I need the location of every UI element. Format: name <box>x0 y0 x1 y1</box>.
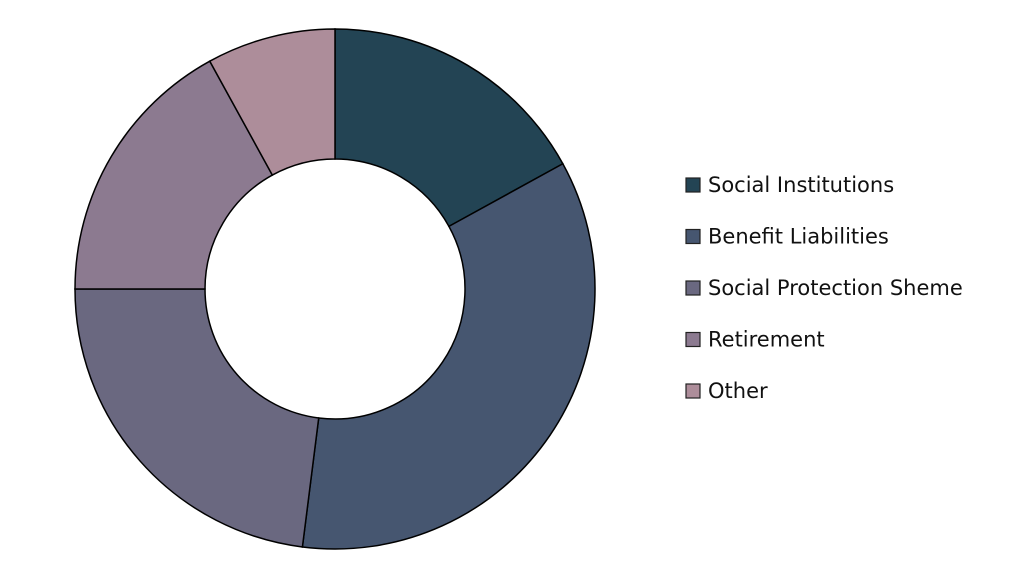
legend-label: Other <box>708 379 768 403</box>
donut-segment <box>301 162 596 550</box>
legend-swatch <box>685 228 701 245</box>
donut-segment <box>74 60 274 290</box>
legend-label: Retirement <box>708 328 825 352</box>
donut-segment <box>208 28 336 177</box>
legend-swatch <box>685 331 701 348</box>
donut-segment <box>334 28 564 228</box>
legend-swatch <box>685 280 701 296</box>
legend-label: Benefit Liabilities <box>708 225 889 249</box>
legend-swatch <box>685 383 701 399</box>
legend-label: Social Institutions <box>708 173 894 197</box>
donut-segment <box>74 288 320 548</box>
legend-swatch <box>685 177 701 193</box>
legend-label: Social Protection Sheme <box>708 276 963 300</box>
